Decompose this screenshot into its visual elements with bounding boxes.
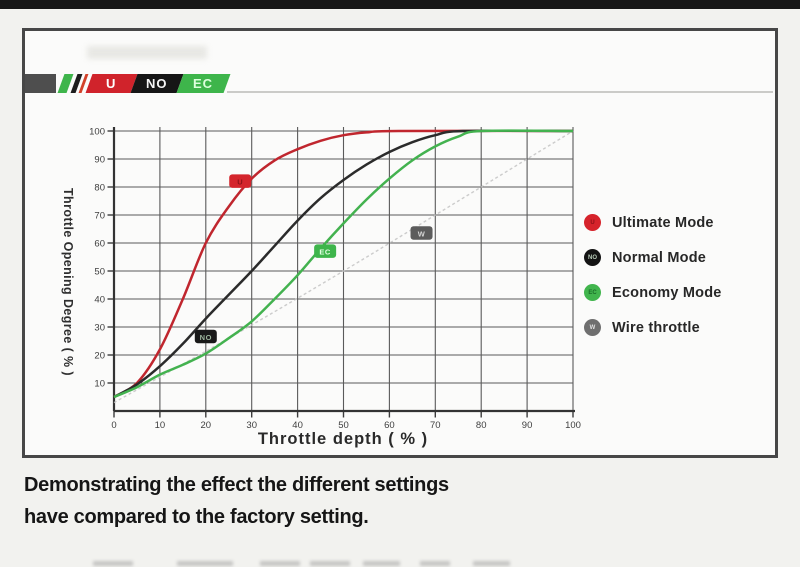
legend-label: Economy Mode <box>612 284 722 301</box>
svg-text:20: 20 <box>201 420 212 431</box>
figure-caption: Demonstrating the effect the different s… <box>24 470 449 533</box>
y-axis-title: Throttle Opening Degree ( % ) <box>61 188 75 376</box>
legend-marker-letter: W <box>589 324 596 331</box>
svg-text:70: 70 <box>430 420 441 431</box>
svg-text:20: 20 <box>94 351 105 362</box>
throttle-curve-chart: 0 10 20 30 40 50 60 70 80 90 100 10 20 30 40 50 60 70 80 90… <box>89 127 581 432</box>
logo-ghost-artifact <box>87 46 207 59</box>
svg-text:40: 40 <box>292 420 303 431</box>
logo-badge-normal-label: NO <box>146 76 168 91</box>
legend-item-economy: EC Economy Mode <box>584 284 722 301</box>
svg-text:0: 0 <box>111 420 116 431</box>
chart-frame: U NO EC Throttle Opening Degree ( % ) 0 1… <box>22 28 778 458</box>
logo-badge-ultimate-label: U <box>106 76 117 91</box>
svg-text:30: 30 <box>94 323 105 334</box>
svg-text:60: 60 <box>384 420 395 431</box>
svg-text:30: 30 <box>246 420 257 431</box>
logo-rule-line <box>227 91 773 93</box>
caption-line-2: have compared to the factory setting. <box>24 505 369 528</box>
svg-text:50: 50 <box>94 267 105 278</box>
legend-label: Ultimate Mode <box>612 214 714 231</box>
cropped-text-artifact <box>93 561 133 566</box>
top-black-bar <box>0 0 800 9</box>
logo-badge-economy-label: EC <box>193 76 214 91</box>
normal-mode-marker-icon: NO <box>584 249 601 266</box>
legend-item-ultimate: U Ultimate Mode <box>584 214 722 231</box>
wire-throttle-marker-icon: W <box>584 319 601 336</box>
legend-label: Wire throttle <box>612 319 700 336</box>
legend-item-wire: W Wire throttle <box>584 319 722 336</box>
x-axis-title: Throttle depth ( % ) <box>257 430 429 448</box>
svg-text:W: W <box>418 229 426 238</box>
logo-badge-ultimate: U <box>85 74 138 93</box>
svg-text:40: 40 <box>94 295 105 306</box>
chart-legend: U Ultimate Mode NO Normal Mode EC Econom… <box>584 214 722 336</box>
svg-text:60: 60 <box>94 239 105 250</box>
svg-text:90: 90 <box>522 420 533 431</box>
svg-text:70: 70 <box>94 211 105 222</box>
cropped-text-artifact <box>310 561 350 566</box>
legend-item-normal: NO Normal Mode <box>584 249 722 266</box>
svg-text:100: 100 <box>89 127 105 138</box>
cropped-text-artifact <box>177 561 233 566</box>
ultimate-mode-marker-icon: U <box>584 214 601 231</box>
legend-marker-letter: NO <box>588 254 597 261</box>
svg-text:50: 50 <box>338 420 349 431</box>
svg-text:80: 80 <box>94 183 105 194</box>
svg-text:10: 10 <box>155 420 166 431</box>
cropped-text-artifact <box>473 561 510 566</box>
cropped-text-artifact <box>260 561 300 566</box>
svg-text:80: 80 <box>476 420 487 431</box>
legend-marker-letter: U <box>590 219 595 226</box>
svg-text:NO: NO <box>200 333 212 342</box>
svg-text:10: 10 <box>94 379 105 390</box>
legend-label: Normal Mode <box>612 249 707 266</box>
logo-bar <box>25 74 56 93</box>
logo-badge-economy: EC <box>176 74 231 93</box>
caption-line-1: Demonstrating the effect the different s… <box>24 474 449 496</box>
svg-text:90: 90 <box>94 155 105 166</box>
logo-badge-normal: NO <box>130 74 184 93</box>
svg-text:U: U <box>237 178 243 187</box>
cropped-text-artifact <box>420 561 450 566</box>
legend-marker-letter: EC <box>588 289 597 296</box>
svg-text:100: 100 <box>565 420 581 431</box>
economy-mode-marker-icon: EC <box>584 284 601 301</box>
brand-logo: U NO EC <box>25 31 775 101</box>
svg-text:EC: EC <box>319 248 331 257</box>
cropped-text-artifact <box>363 561 400 566</box>
